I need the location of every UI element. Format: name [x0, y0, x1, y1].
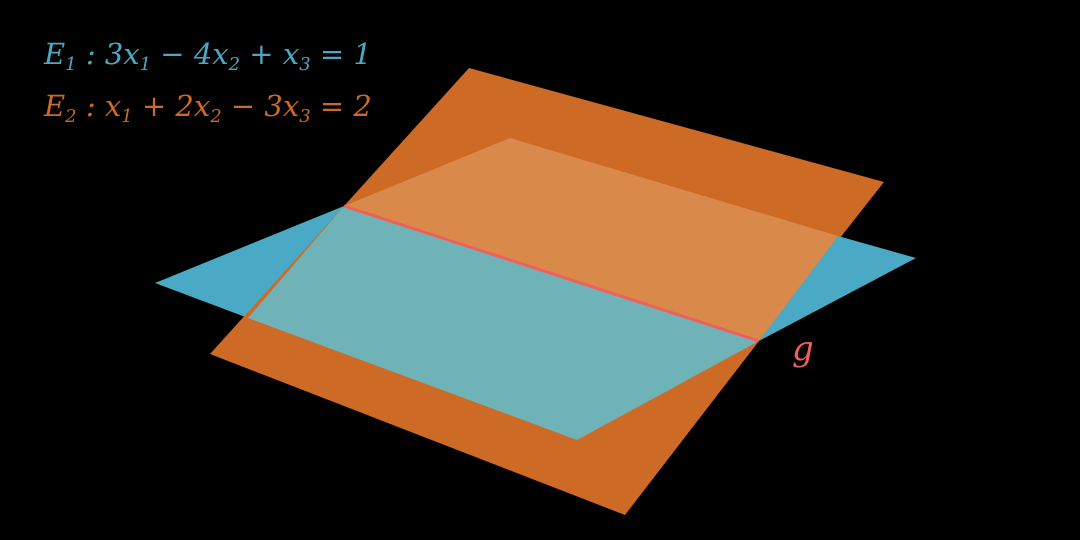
e2-index: 2 — [65, 106, 77, 127]
e2-name: E — [44, 89, 66, 123]
e2-part-a: : x — [85, 89, 122, 123]
plane-e1-right-part — [759, 236, 916, 341]
e2-sub-b: 2 — [210, 106, 222, 127]
e2-sub-c: 3 — [299, 106, 311, 127]
e1-sub-b: 2 — [228, 54, 241, 75]
e2-part-b: + 2x — [132, 89, 211, 123]
e1-part-b: − 4x — [151, 37, 229, 71]
e1-sub-a: 1 — [139, 54, 152, 75]
e1-sub-c: 3 — [299, 54, 311, 75]
e1-index: 1 — [65, 54, 77, 75]
e2-part-c: − 3x — [221, 89, 300, 123]
e1-name: E — [44, 37, 66, 71]
e1-part-c: + x — [240, 37, 300, 71]
e2-part-d: = 2 — [310, 89, 372, 123]
intersection-line-g — [343, 204, 760, 343]
e2-sub-a: 1 — [121, 106, 133, 127]
equation-e2: E2 : x1 + 2x2 − 3x3 = 2 — [44, 92, 372, 126]
plane-e1-overlap-back — [344, 138, 838, 341]
plane-e1-left-part — [155, 206, 344, 318]
e1-part-d: = 1 — [310, 37, 372, 71]
plane-e1-overlap-front — [248, 206, 759, 440]
equation-e1: E1 : 3x1 − 4x2 + x3 = 1 — [44, 40, 372, 74]
e1-part-a: : 3x — [85, 37, 140, 71]
line-label-g: g — [792, 329, 814, 369]
